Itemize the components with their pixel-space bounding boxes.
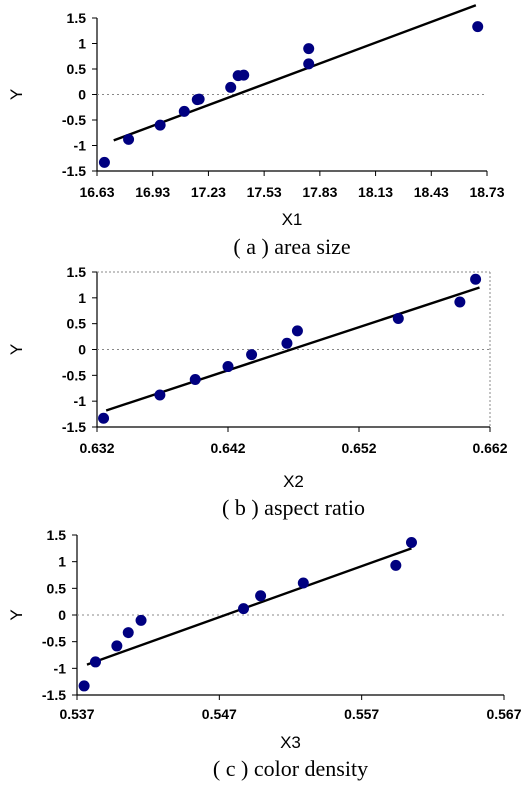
y-tick-label: 0.5 <box>47 580 67 596</box>
x-tick-label: 0.537 <box>59 706 94 722</box>
x-tick-label: 17.23 <box>191 184 226 200</box>
x-tick-label: 16.93 <box>135 184 170 200</box>
x-tick-label: 0.557 <box>344 706 379 722</box>
data-point <box>472 21 484 33</box>
regression-line <box>105 286 480 412</box>
x-tick-label: 0.652 <box>341 440 376 456</box>
panel-caption: ( c ) color density <box>213 756 368 781</box>
data-point <box>122 627 134 639</box>
panel-caption: ( b ) aspect ratio <box>222 495 365 520</box>
data-point <box>470 273 482 285</box>
y-tick-label: 1 <box>78 290 86 306</box>
y-tick-label: -1 <box>74 393 87 409</box>
y-axis-title: Y <box>7 609 26 620</box>
data-point <box>135 614 147 626</box>
y-tick-label: 1.5 <box>67 264 87 280</box>
data-point <box>238 69 250 81</box>
data-point <box>189 373 201 385</box>
data-point <box>78 680 90 692</box>
y-tick-label: 0 <box>78 342 86 358</box>
y-axis-title: Y <box>7 344 26 355</box>
x-axis-title: X1 <box>282 210 303 229</box>
panel-caption: ( a ) area size <box>233 234 350 259</box>
data-point <box>246 349 258 361</box>
data-point <box>111 640 123 652</box>
x-tick-label: 16.63 <box>79 184 114 200</box>
x-tick-label: 17.53 <box>247 184 282 200</box>
x-tick-label: 18.13 <box>358 184 393 200</box>
y-tick-label: 1 <box>58 554 66 570</box>
regression-line <box>113 4 477 142</box>
data-point <box>390 559 402 571</box>
regression-line <box>86 547 412 666</box>
x-tick-label: 18.73 <box>469 184 504 200</box>
x-tick-label: 0.642 <box>210 440 245 456</box>
x-tick-label: 17.83 <box>302 184 337 200</box>
x-axis-title: X3 <box>280 733 301 752</box>
y-tick-label: -1 <box>74 138 87 154</box>
x-tick-label: 0.567 <box>486 706 521 722</box>
x-tick-label: 0.662 <box>472 440 507 456</box>
data-point <box>303 43 315 55</box>
y-tick-label: 0 <box>78 87 86 103</box>
x-tick-label: 0.547 <box>202 706 237 722</box>
data-point <box>405 536 417 548</box>
data-point <box>90 656 102 668</box>
data-point <box>281 337 293 349</box>
data-point <box>222 361 234 373</box>
data-point <box>123 133 135 145</box>
data-point <box>98 412 110 424</box>
y-tick-label: -0.5 <box>62 112 86 128</box>
data-point <box>303 58 315 70</box>
data-point <box>178 105 190 117</box>
data-point <box>255 590 267 602</box>
y-tick-label: 0.5 <box>67 316 87 332</box>
y-tick-label: -0.5 <box>42 634 66 650</box>
data-point <box>98 156 110 168</box>
y-tick-label: 1.5 <box>67 10 87 26</box>
y-tick-label: 1 <box>78 36 86 52</box>
chart-panel-2: 1.5 1 0.5 0 -0.5 -1 -1.5 0.632 0.642 0.652 0.662 X2… <box>7 264 508 520</box>
data-point <box>154 119 166 131</box>
data-point <box>238 603 250 615</box>
y-tick-label: 0.5 <box>67 61 87 77</box>
y-tick-label: -1.5 <box>62 419 86 435</box>
y-tick-label: -1.5 <box>42 687 66 703</box>
y-tick-label: -0.5 <box>62 367 86 383</box>
x-tick-label: 18.43 <box>414 184 449 200</box>
y-axis-title: Y <box>7 89 26 100</box>
data-point <box>225 81 237 93</box>
chart-panel-3: 1.5 1 0.5 0 -0.5 -1 -1.5 0.537 0.547 0.557 0.567 X3… <box>7 527 522 781</box>
data-point <box>291 325 303 337</box>
data-point <box>193 93 205 105</box>
x-axis-title: X2 <box>283 472 304 491</box>
y-tick-label: 0 <box>58 607 66 623</box>
y-tick-label: 1.5 <box>47 527 67 543</box>
data-point <box>154 389 166 401</box>
x-tick-label: 0.632 <box>79 440 114 456</box>
y-tick-label: -1.5 <box>62 163 86 179</box>
data-point <box>392 313 404 324</box>
chart-panel-1: 1.5 1 0.5 0 -0.5 -1 -1.5 16.63 16.93 17.23 17.53 17… <box>7 4 505 259</box>
data-point <box>454 296 466 308</box>
y-tick-label: -1 <box>54 660 67 676</box>
data-point <box>297 577 309 589</box>
